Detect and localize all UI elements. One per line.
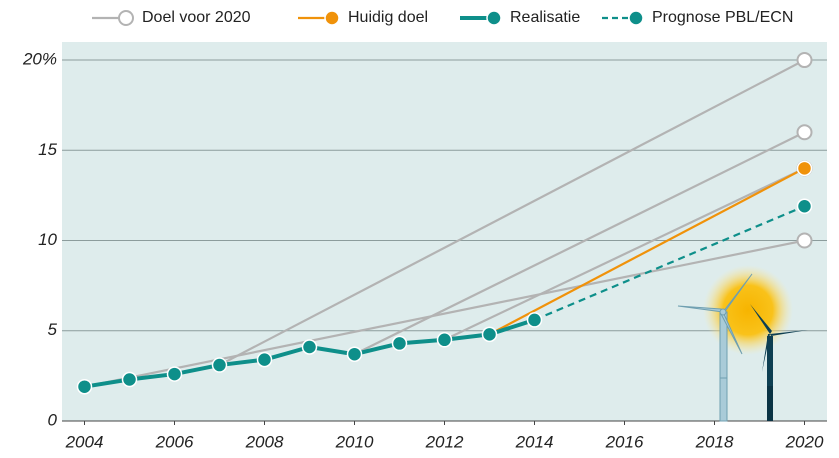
y-tick-label: 10 <box>38 230 57 249</box>
legend-marker <box>119 11 133 25</box>
legend: Doel voor 2020 Huidig doel Realisatie Progn… <box>92 9 793 26</box>
data-point <box>528 313 542 327</box>
x-tick-label: 2010 <box>335 432 374 451</box>
data-point <box>348 347 362 361</box>
legend-label: Prognose PBL/ECN <box>652 9 793 26</box>
x-tick-label: 2004 <box>65 432 104 451</box>
x-tick-label: 2008 <box>245 432 284 451</box>
legend-marker <box>487 11 501 25</box>
data-point <box>798 125 812 139</box>
plot-area <box>62 42 827 421</box>
x-tick-label: 2012 <box>425 432 464 451</box>
y-tick-label: 5 <box>48 320 58 339</box>
data-point <box>798 199 812 213</box>
chart: Doel voor 2020 Huidig doel Realisatie Progn… <box>0 0 839 458</box>
legend-marker <box>325 11 339 25</box>
data-point <box>213 358 227 372</box>
data-point <box>303 340 317 354</box>
data-point <box>438 333 452 347</box>
legend-marker <box>629 11 643 25</box>
data-point <box>798 53 812 67</box>
x-tick-label: 2020 <box>785 432 824 451</box>
y-tick-label: 15 <box>38 140 57 159</box>
x-tick-label: 2014 <box>515 432 554 451</box>
x-tick-label: 2016 <box>605 432 644 451</box>
legend-label: Huidig doel <box>348 9 428 26</box>
data-point <box>123 372 137 386</box>
legend-label: Doel voor 2020 <box>142 9 251 26</box>
data-point <box>798 234 812 248</box>
legend-label: Realisatie <box>510 9 580 26</box>
data-point <box>168 367 182 381</box>
data-point <box>258 353 272 367</box>
y-tick-label: 0 <box>48 410 58 429</box>
x-tick-label: 2006 <box>155 432 194 451</box>
data-point <box>483 327 497 341</box>
x-tick-label: 2018 <box>695 432 734 451</box>
data-point <box>798 161 812 175</box>
y-tick-label: 20% <box>22 50 57 69</box>
data-point <box>393 336 407 350</box>
data-point <box>78 380 92 394</box>
